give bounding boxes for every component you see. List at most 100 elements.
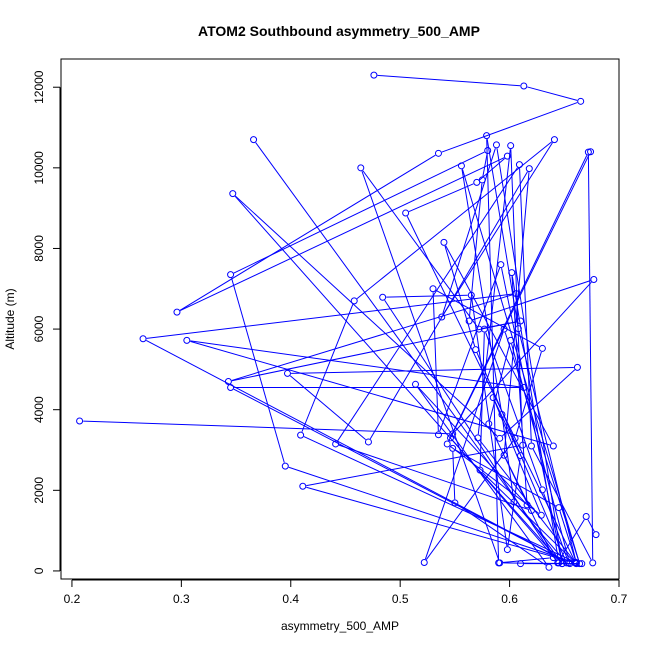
data-point [545, 563, 553, 571]
data-point [281, 462, 289, 470]
series-segment [455, 449, 556, 507]
data-point [350, 297, 358, 305]
chart-title: ATOM2 Southbound asymmetry_500_AMP [198, 23, 480, 39]
data-point [549, 442, 557, 450]
series-segment [231, 294, 513, 381]
data-point [582, 513, 590, 521]
series-segment [482, 153, 488, 177]
data-point [537, 511, 545, 519]
data-point [173, 308, 181, 316]
series-segment [442, 148, 496, 314]
series-segment [559, 510, 576, 560]
plot-frame [60, 58, 620, 580]
series-segment [482, 321, 518, 329]
data-point [492, 141, 500, 149]
series-segment [146, 293, 513, 339]
data-point [474, 434, 482, 442]
data-series [76, 142, 598, 568]
data-point [224, 377, 232, 385]
series-segment [479, 440, 575, 562]
series-segment [424, 332, 504, 560]
x-tick-label: 0.2 [64, 592, 81, 606]
series-segment [180, 157, 505, 312]
data-point [429, 285, 437, 293]
series-segment [301, 304, 354, 432]
data-point [538, 486, 546, 494]
series-segment [485, 332, 542, 487]
data-point [440, 238, 448, 246]
series-segment [289, 375, 367, 441]
series-segment [543, 493, 568, 560]
x-axis: 0.2 0.3 0.4 0.5 0.6 0.7 [64, 579, 628, 606]
series-segment [190, 340, 521, 388]
series-segment [179, 154, 436, 311]
data-point [484, 147, 492, 155]
data-point [573, 363, 581, 371]
data-point [476, 466, 484, 474]
series-segment [472, 280, 591, 321]
series-segment [338, 444, 529, 510]
series-segment [587, 155, 594, 560]
data-point [472, 346, 480, 354]
data-point [578, 560, 586, 568]
data-point [538, 344, 546, 352]
data-point [443, 440, 451, 448]
series-segment [511, 276, 528, 502]
y-tick-label: 12000 [32, 70, 46, 104]
data-point [483, 132, 491, 140]
data-point [584, 148, 592, 156]
series-layer [76, 71, 600, 571]
series-segment [477, 149, 511, 435]
series-segment [486, 139, 519, 326]
y-tick-label: 6000 [32, 315, 46, 342]
series-segment [587, 519, 595, 532]
series-segment [454, 281, 592, 432]
series-segment [83, 420, 450, 435]
data-point [250, 136, 258, 144]
data-series [229, 136, 600, 568]
data-point [517, 317, 525, 325]
series-segment [306, 486, 572, 563]
data-point [475, 325, 483, 333]
series-segment [146, 339, 566, 562]
data-point [370, 71, 378, 79]
y-axis: 0 2000 4000 6000 8000 10000 12000 [32, 70, 61, 574]
y-axis-label: Altitude (m) [3, 288, 17, 349]
data-point [507, 142, 515, 150]
series-segment [233, 151, 485, 274]
series-segment [377, 74, 521, 87]
data-point [508, 269, 516, 277]
series-segment [502, 557, 550, 564]
data-point [554, 559, 562, 567]
data-point [283, 369, 291, 377]
data-point [139, 335, 147, 343]
data-point [503, 152, 511, 160]
data-point [379, 293, 387, 301]
series-segment [519, 168, 532, 443]
data-point [517, 560, 525, 568]
x-tick-label: 0.3 [173, 592, 190, 606]
series-segment [439, 267, 501, 432]
series-segment [303, 436, 573, 562]
data-point [447, 434, 455, 442]
series-segment [425, 440, 514, 560]
data-point [577, 97, 585, 105]
series-segment [511, 343, 570, 561]
data-point [550, 136, 558, 144]
series-segment [532, 448, 592, 560]
data-point [402, 209, 410, 217]
data-point [500, 451, 508, 459]
data-point [571, 559, 579, 567]
series-segment [482, 472, 575, 562]
series-segment [417, 386, 526, 503]
series-segment [384, 299, 557, 561]
series-segment [288, 466, 572, 563]
data-point [76, 417, 84, 425]
series-segment [451, 154, 590, 435]
data-point [478, 176, 486, 184]
data-point [592, 531, 600, 539]
series-segment [408, 183, 474, 213]
series-segment [489, 426, 553, 555]
series-segment [452, 451, 456, 500]
